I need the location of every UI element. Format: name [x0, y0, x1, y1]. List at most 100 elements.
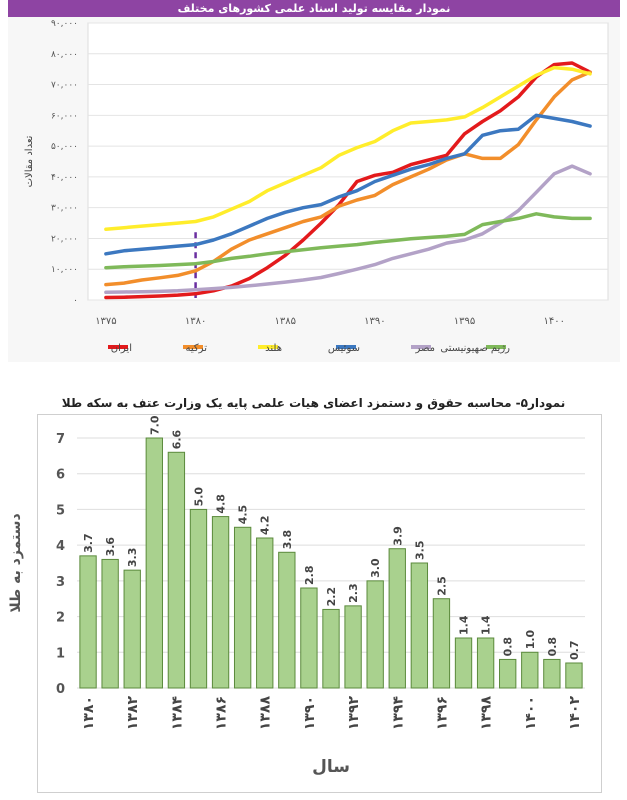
chart2-x-tick-label: ۱۳۸۴ [169, 696, 185, 731]
chart2-bar [388, 548, 406, 689]
chart2-x-tick-label: ۱۳۹۶ [434, 696, 450, 730]
chart2-bar [233, 526, 252, 689]
chart1-legend-label: رژیم صهیونیستی [440, 343, 510, 354]
chart2-data-label: 3.7 [82, 533, 95, 553]
chart2-bar [410, 562, 429, 689]
chart1-y-tick-label: ۲۰,۰۰۰ [51, 234, 78, 244]
chart1-x-tick-label: ۱۳۸۰ [185, 316, 206, 327]
chart2-data-label: 3.9 [391, 526, 404, 546]
chart2-data-label: 7.0 [148, 415, 161, 435]
chart2-y-axis-label: دستمزد به طلا [8, 513, 24, 612]
chart1-y-tick-label: ۹۰,۰۰۰ [51, 19, 78, 29]
chart2-y-tick-label: 3 [56, 575, 65, 590]
chart1-x-tick-label: ۱۴۰۰ [543, 316, 564, 327]
chart2-bar-chart: 0 1 2 3 4 5 6 7 3.7 ۱۳۸۰ 3.6 3.3 ۱۳۸۲ 7.0 6.6 ۱۳۸۴ 5.0 4.… [8, 415, 585, 777]
chart2-x-tick-label: ۱۳۸۸ [258, 696, 274, 731]
chart2-data-label: 2.2 [325, 587, 338, 607]
chart2-title: نمودار۵- محاسبه حقوق و دستمزد اعضای هیات… [61, 396, 566, 410]
chart2-bar [278, 551, 296, 689]
chart2-data-label: 3.0 [369, 558, 382, 578]
chart2-data-label: 4.2 [259, 516, 272, 536]
chart2-bar [167, 451, 186, 689]
chart2-bar [256, 537, 274, 689]
chart2-x-tick-label: ۱۳۸۲ [125, 696, 141, 731]
chart2-bar [123, 569, 141, 689]
chart2-x-tick-label: ۱۳۸۶ [214, 696, 230, 730]
chart2-bar [344, 605, 362, 689]
chart2-bar [211, 516, 230, 689]
chart1-legend-label: ایران [111, 343, 132, 354]
chart2-data-label: 6.6 [170, 429, 183, 449]
chart2-data-label: 3.3 [126, 548, 139, 568]
chart2-bar [366, 580, 384, 689]
chart1-x-tick-label: ۱۳۷۵ [95, 316, 116, 327]
chart1-y-tick-label: ۱۰,۰۰۰ [51, 265, 78, 275]
chart2-data-label: 2.8 [303, 566, 316, 586]
chart1-legend-label: سوئیس [328, 343, 360, 354]
chart2-y-tick-label: 5 [56, 503, 65, 518]
chart2-y-tick-label: 4 [56, 539, 65, 554]
chart1-series-line-4 [104, 164, 592, 295]
chart2-bar [145, 437, 163, 689]
chart1-legend-label: هلند [265, 343, 282, 354]
chart2-x-tick-label: ۱۴۰۲ [567, 696, 583, 731]
chart1-x-tick-label: ۱۳۹۵ [454, 316, 475, 327]
chart2-bar [476, 637, 495, 689]
chart2-data-label: 0.8 [502, 637, 515, 657]
chart1-title: نمودار مقایسه تولید اسناد علمی کشورهای م… [8, 0, 620, 17]
chart2-data-label: 0.7 [568, 641, 581, 661]
chart1-series-line-5 [104, 212, 592, 270]
chart1-y-tick-label: ۰ [73, 296, 78, 306]
chart1-plot-area [87, 22, 609, 301]
chart2-bar [499, 658, 517, 689]
chart2-y-tick-label: 6 [56, 468, 65, 483]
chart2-bar [322, 608, 340, 689]
chart2-data-label: 1.4 [458, 615, 471, 635]
chart2-bar [189, 508, 208, 689]
chart2-bar [454, 637, 473, 689]
chart2-data-label: 1.0 [524, 629, 537, 649]
chart2-data-label: 2.3 [347, 583, 360, 603]
chart2-y-tick-label: 7 [56, 432, 65, 447]
chart2-bar [300, 587, 318, 689]
chart2-x-axis-label: سال [312, 757, 350, 777]
chart2-bar [521, 651, 539, 689]
chart2-x-tick-label: ۱۳۹۰ [302, 696, 318, 730]
chart2-data-label: 4.5 [237, 505, 250, 525]
chart2-bar [565, 662, 583, 689]
chart2-x-tick-label: ۱۳۸۰ [81, 696, 97, 730]
chart2-bar [543, 658, 561, 689]
chart2-x-tick-label: ۱۴۰۰ [523, 696, 539, 730]
chart1-y-tick-label: ۳۰,۰۰۰ [51, 204, 78, 214]
chart2-bar [79, 555, 97, 689]
chart2-data-label: 3.8 [281, 530, 294, 550]
chart2-bar [101, 558, 119, 689]
chart2-data-label: 3.6 [104, 537, 117, 557]
chart2-data-label: 1.4 [480, 615, 493, 635]
chart2-data-label: 3.5 [413, 541, 426, 561]
chart1-legend-label: ترکیه [186, 343, 208, 354]
chart2-x-tick-label: ۱۳۹۲ [346, 696, 362, 731]
chart1-series-line-1 [104, 70, 592, 287]
chart2-bar [432, 598, 451, 689]
chart2-y-tick-label: 1 [56, 646, 65, 661]
chart1-y-tick-label: ۶۰,۰۰۰ [51, 111, 78, 121]
chart2-y-tick-label: 2 [56, 611, 65, 626]
chart2-y-tick-label: 0 [56, 682, 65, 697]
chart2-data-label: 4.8 [215, 494, 228, 514]
chart2-x-tick-label: ۱۳۹۴ [390, 696, 406, 731]
chart1-y-tick-label: ۷۰,۰۰۰ [51, 81, 78, 91]
chart1-y-axis-label: تعداد مقالات [24, 135, 35, 187]
chart1-x-tick-label: ۱۳۸۵ [274, 316, 295, 327]
chart2-data-label: 0.8 [546, 637, 559, 657]
chart2-x-tick-label: ۱۳۹۸ [479, 696, 495, 731]
chart2-data-label: 2.5 [435, 576, 448, 596]
chart1-y-tick-label: ۵۰,۰۰۰ [51, 142, 78, 152]
chart1-y-tick-label: ۸۰,۰۰۰ [51, 50, 78, 60]
chart1-y-tick-label: ۴۰,۰۰۰ [51, 173, 78, 183]
chart2-data-label: 5.0 [192, 487, 205, 507]
chart1-series-line-2 [104, 65, 592, 231]
chart1-legend-label: مصر [414, 343, 435, 354]
chart1-line-chart: ۰ ۱۰,۰۰۰ ۲۰,۰۰۰ ۳۰,۰۰۰ ۴۰,۰۰۰ ۵۰,۰۰۰ ۶۰,۰۰۰ ۷۰,… [24, 19, 609, 354]
chart1-series-line-3 [104, 113, 592, 256]
